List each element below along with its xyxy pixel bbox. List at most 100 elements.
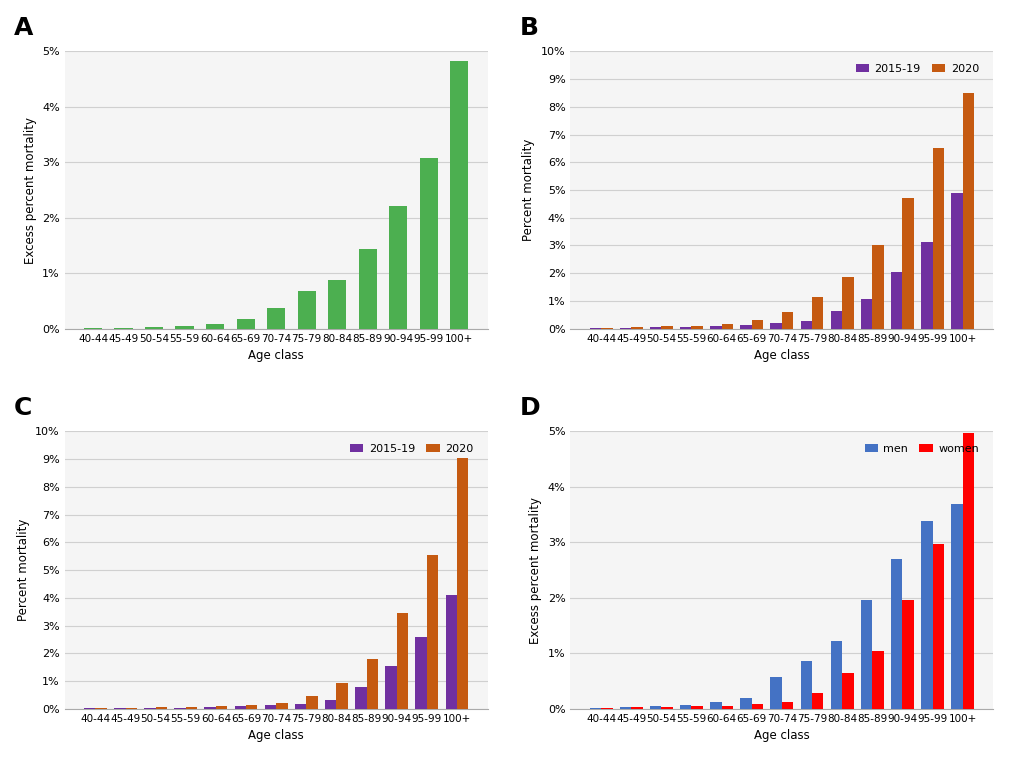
Bar [782, 311, 793, 329]
Bar [812, 298, 823, 329]
Bar [176, 326, 194, 329]
Bar [206, 324, 224, 329]
Bar [830, 641, 842, 709]
Text: D: D [520, 396, 540, 420]
Bar [812, 694, 823, 709]
Bar [902, 600, 914, 709]
Bar [114, 708, 125, 709]
Bar [751, 320, 764, 329]
Bar [590, 328, 601, 329]
Bar [186, 707, 197, 709]
Bar [932, 149, 944, 329]
Bar [367, 659, 378, 709]
Bar [125, 708, 137, 709]
Bar [963, 433, 974, 709]
Bar [631, 327, 642, 329]
Bar [921, 242, 932, 329]
Bar [951, 504, 963, 709]
Bar [336, 683, 347, 709]
X-axis label: Age class: Age class [754, 729, 810, 742]
Bar [873, 244, 884, 329]
Text: B: B [520, 16, 538, 40]
Bar [144, 708, 156, 709]
Bar [325, 700, 336, 709]
Bar [145, 327, 164, 329]
Bar [276, 704, 288, 709]
Legend: 2015-19, 2020: 2015-19, 2020 [851, 60, 984, 78]
Bar [692, 706, 703, 709]
Bar [427, 555, 438, 709]
Bar [359, 250, 377, 329]
Bar [95, 708, 107, 709]
Bar [397, 613, 408, 709]
Legend: men, women: men, women [861, 439, 984, 458]
X-axis label: Age class: Age class [248, 729, 304, 742]
Bar [415, 637, 427, 709]
Bar [891, 272, 902, 329]
Y-axis label: Excess percent mortality: Excess percent mortality [23, 117, 36, 263]
Bar [234, 706, 246, 709]
Bar [620, 707, 631, 709]
Bar [710, 702, 721, 709]
Bar [445, 595, 457, 709]
Bar [649, 327, 662, 329]
Bar [680, 705, 692, 709]
Bar [861, 600, 873, 709]
Text: C: C [14, 396, 32, 420]
Bar [295, 704, 306, 709]
Bar [721, 324, 733, 329]
Bar [662, 707, 673, 709]
Bar [680, 327, 692, 329]
Bar [457, 458, 469, 709]
Bar [842, 277, 853, 329]
Bar [873, 650, 884, 709]
Y-axis label: Excess percent mortality: Excess percent mortality [529, 496, 542, 644]
Bar [782, 702, 793, 709]
Bar [298, 291, 316, 329]
Legend: 2015-19, 2020: 2015-19, 2020 [345, 439, 478, 458]
Text: A: A [14, 16, 33, 40]
Bar [721, 706, 733, 709]
Bar [902, 198, 914, 329]
Bar [328, 280, 346, 329]
Bar [356, 687, 367, 709]
Bar [891, 559, 902, 709]
Y-axis label: Percent mortality: Percent mortality [522, 139, 535, 241]
Bar [601, 708, 612, 709]
Bar [265, 705, 276, 709]
Bar [175, 708, 186, 709]
Bar [751, 704, 764, 709]
Bar [114, 328, 132, 329]
Bar [601, 328, 612, 329]
Bar [662, 326, 673, 329]
Bar [620, 328, 631, 329]
Bar [204, 707, 216, 709]
Bar [389, 206, 407, 329]
Bar [921, 521, 932, 709]
Bar [740, 698, 751, 709]
X-axis label: Age class: Age class [248, 349, 304, 362]
Y-axis label: Percent mortality: Percent mortality [17, 519, 29, 622]
Bar [216, 706, 227, 709]
Bar [590, 708, 601, 709]
Bar [156, 707, 167, 709]
Bar [861, 299, 873, 329]
Bar [771, 323, 782, 329]
Bar [963, 93, 974, 329]
X-axis label: Age class: Age class [754, 349, 810, 362]
Bar [631, 707, 642, 709]
Bar [246, 705, 258, 709]
Bar [801, 660, 812, 709]
Bar [932, 543, 944, 709]
Bar [267, 307, 286, 329]
Bar [306, 697, 318, 709]
Bar [740, 325, 751, 329]
Bar [385, 666, 397, 709]
Bar [236, 320, 255, 329]
Bar [771, 677, 782, 709]
Bar [419, 159, 438, 329]
Bar [830, 310, 842, 329]
Bar [951, 194, 963, 329]
Bar [692, 326, 703, 329]
Bar [801, 321, 812, 329]
